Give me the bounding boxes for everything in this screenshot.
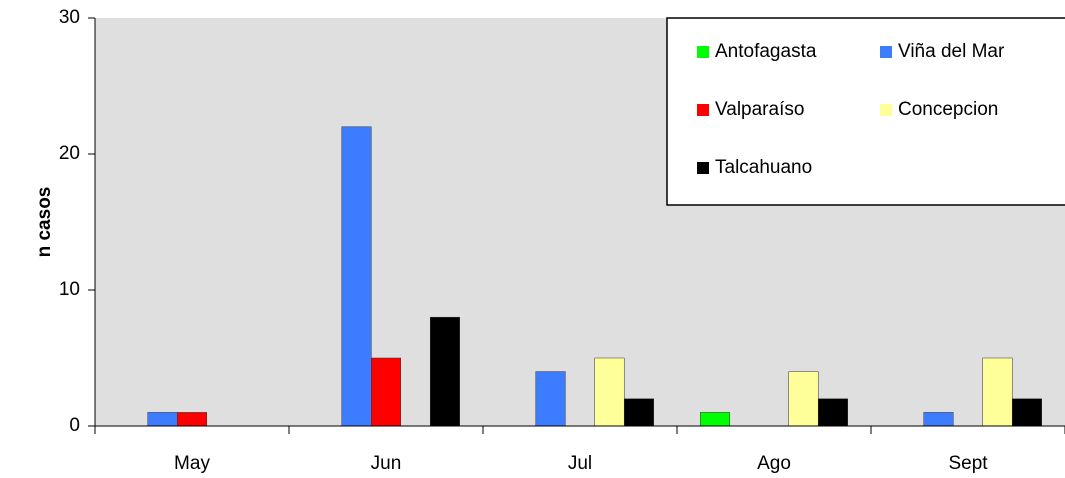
bar (700, 412, 731, 427)
x-tick-label: Ago (757, 453, 791, 474)
legend-swatch (697, 104, 709, 116)
legend-swatch (880, 46, 892, 58)
legend-swatch (697, 162, 709, 174)
y-tick-label: 0 (69, 415, 80, 436)
y-tick-label: 20 (59, 143, 80, 164)
x-tick-label: Sept (948, 453, 988, 474)
bar (923, 412, 954, 427)
legend-label: Viña del Mar (898, 41, 1005, 62)
legend-swatch (697, 46, 709, 58)
bar (817, 398, 848, 427)
y-tick-label: 10 (59, 279, 80, 300)
bar (177, 412, 207, 427)
legend-swatch (880, 104, 892, 116)
x-tick-label: Jul (568, 453, 592, 474)
legend-box (666, 17, 1065, 206)
bar (429, 316, 460, 427)
y-axis-label: n casos (34, 187, 55, 258)
x-tick-label: May (174, 453, 210, 474)
y-tick-label: 30 (59, 7, 80, 28)
bar (535, 371, 566, 427)
legend-label: Valparaíso (715, 99, 804, 120)
legend-label: Concepcion (898, 99, 998, 120)
bar (594, 357, 625, 427)
bar (788, 371, 819, 427)
x-tick-label: Jun (371, 453, 402, 474)
bar (147, 412, 178, 427)
bar (371, 357, 401, 427)
bar (341, 126, 372, 427)
legend-label: Talcahuano (715, 157, 812, 178)
bar (623, 398, 654, 427)
bar (982, 357, 1013, 427)
bar (1011, 398, 1042, 427)
legend-label: Antofagasta (715, 41, 817, 62)
